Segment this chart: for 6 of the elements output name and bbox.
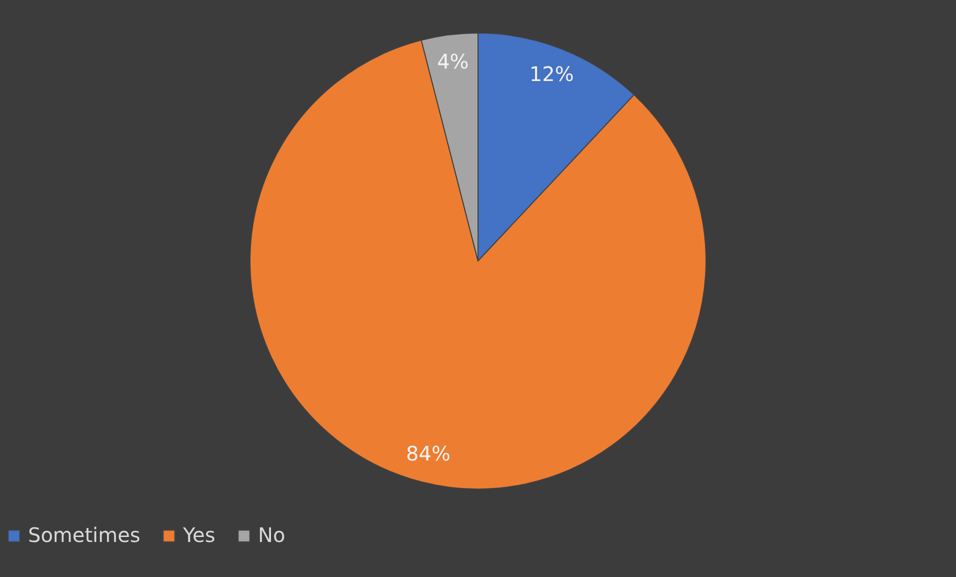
data-label: 4%	[437, 50, 469, 74]
data-label: 84%	[406, 442, 450, 466]
data-label: 12%	[529, 62, 574, 86]
legend-label: Yes	[182, 523, 216, 547]
legend-label: No	[258, 523, 286, 547]
legend-label: Sometimes	[28, 523, 140, 547]
